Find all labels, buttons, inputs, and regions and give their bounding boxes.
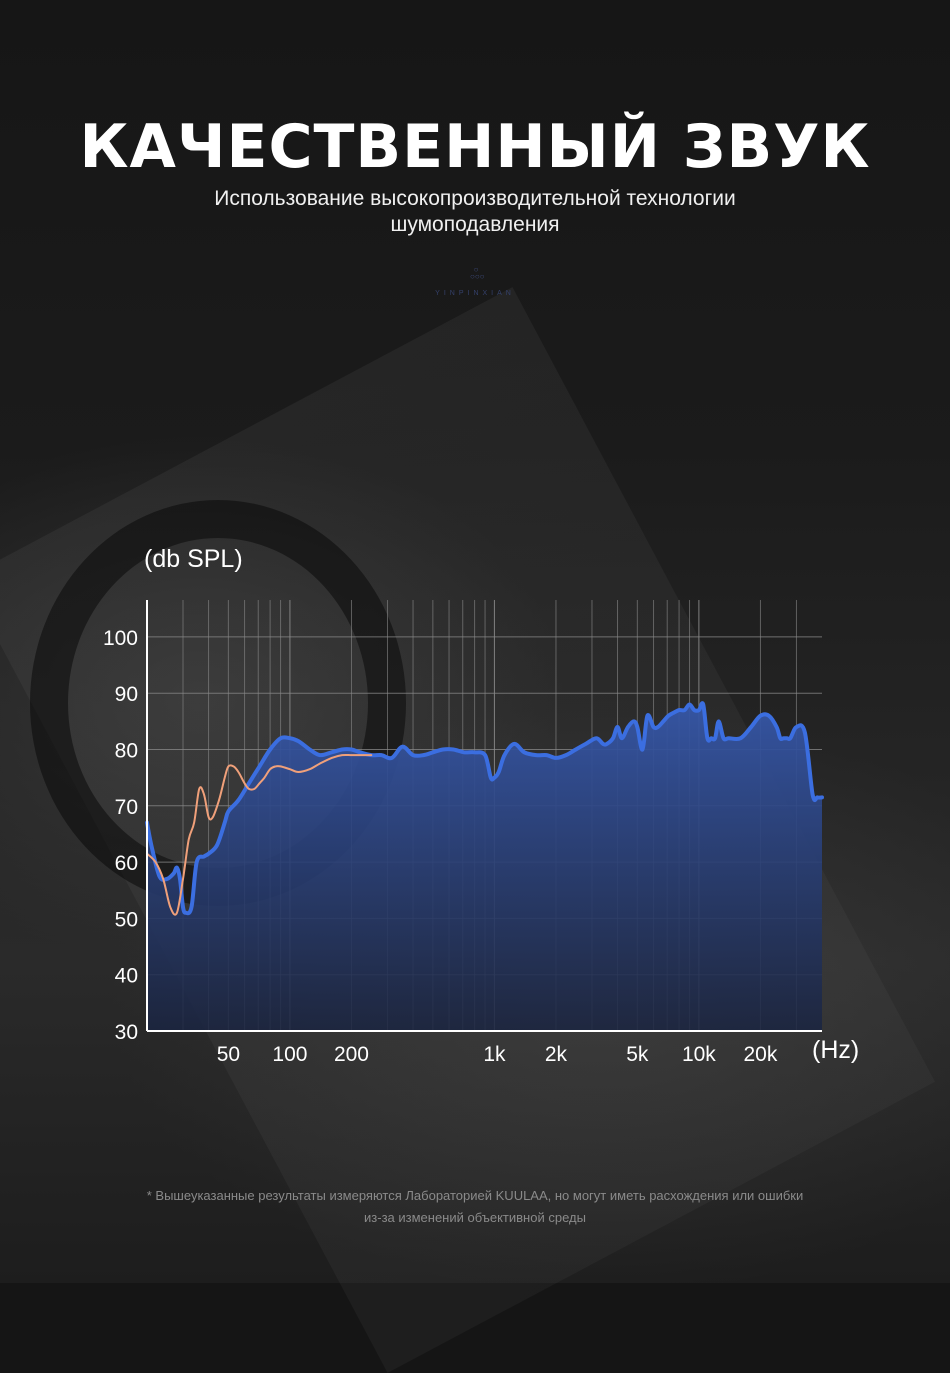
series-layer [145,701,824,1031]
footnote-line-2: из-за изменений объективной среды [364,1210,586,1225]
page-subtitle: Использование высокопроизводительной тех… [100,186,850,238]
brand-logo-icon: ○ ○○○ [470,265,485,281]
y-tick-label: 30 [115,1021,138,1044]
y-tick-label: 40 [115,965,138,988]
x-axis-label: (Hz) [812,1036,860,1064]
x-tick-label: 2k [545,1043,568,1066]
y-tick-label: 90 [115,683,138,706]
y-tick-label: 70 [115,796,138,819]
x-tick-label: 200 [334,1043,369,1066]
y-axis-label: (db SPL) [144,545,243,573]
axes [146,600,822,1032]
y-tick-label: 100 [103,627,138,650]
subtitle-line-2: шумоподавления [390,213,560,236]
page-title: КАЧЕСТВЕННЫЙ ЗВУК [79,112,871,182]
y-tick-label: 50 [115,908,138,931]
series-line-blue [145,701,824,916]
y-tick-label: 60 [115,852,138,875]
tick-labels: 30 40 50 60 70 80 90 100 50 100 200 1k 2k 5k 10k 20k [103,627,778,1066]
frequency-response-chart: 30 40 50 60 70 80 90 100 50 100 200 1k 2k 5k 10k 20k [103,600,824,1066]
y-tick-label: 80 [115,740,138,763]
x-tick-label: 100 [272,1043,307,1066]
x-tick-label: 10k [682,1043,716,1066]
x-tick-label: 5k [626,1043,649,1066]
series-area-blue [147,703,822,1031]
brand-logo-text: YINPINXIAN [435,290,515,297]
series-line-orange [146,753,373,916]
x-tick-label: 50 [217,1043,240,1066]
footnote-line-1: * Вышеуказанные результаты измеряются Ла… [146,1188,804,1203]
footnote: * Вышеуказанные результаты измеряются Ла… [60,1185,890,1229]
x-tick-label: 1k [483,1043,506,1066]
x-tick-label: 20k [744,1043,778,1066]
subtitle-line-1: Использование высокопроизводительной тех… [214,187,736,210]
